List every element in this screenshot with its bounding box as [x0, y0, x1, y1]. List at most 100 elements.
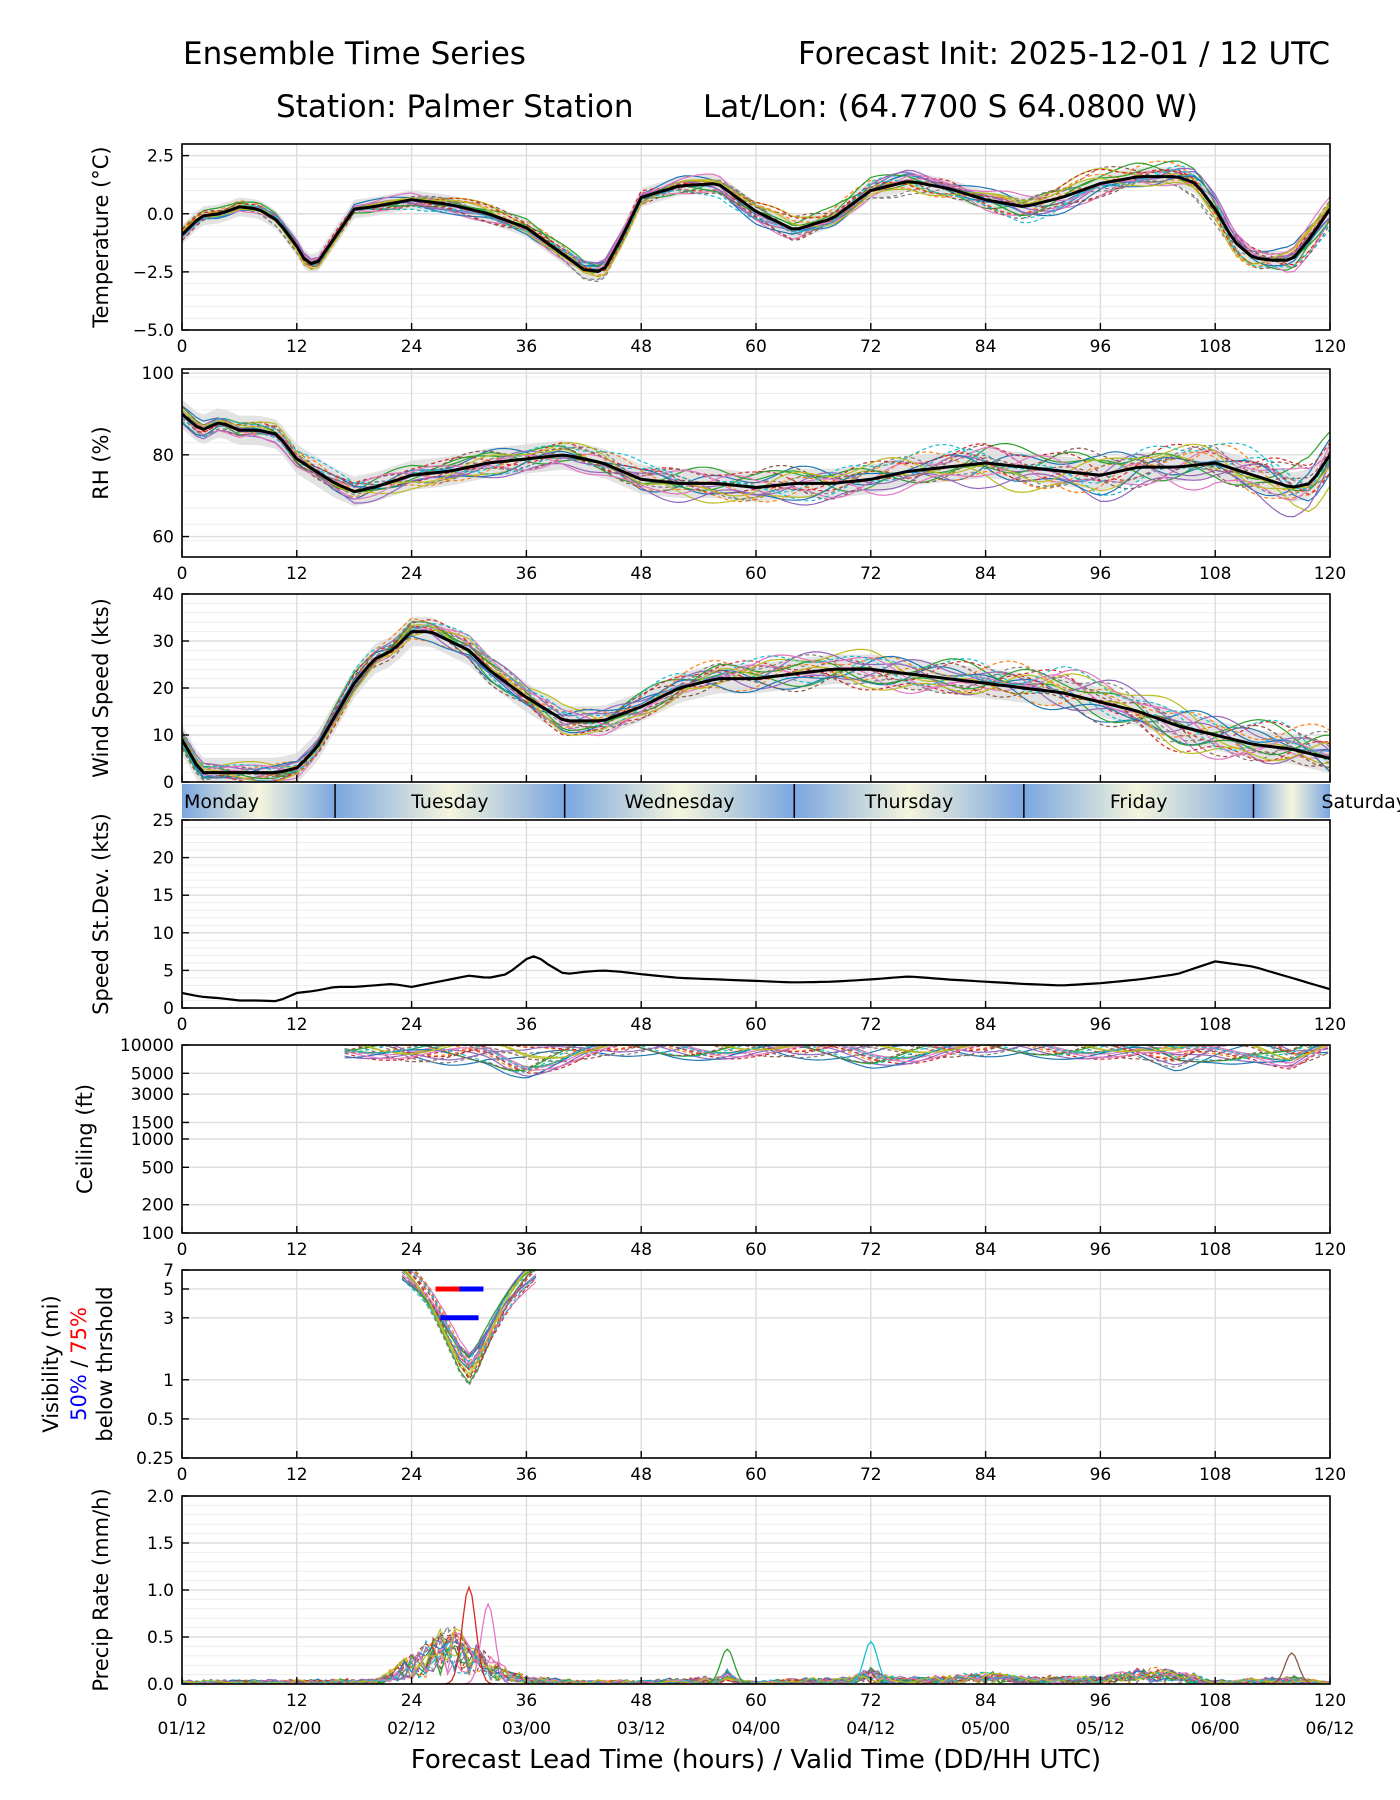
x-tick-label: 36 [516, 1015, 538, 1035]
plot-area [182, 399, 1330, 518]
ensemble-member-line [344, 1045, 1329, 1071]
day-label: Tuesday [410, 791, 488, 813]
precip-peak-line [459, 1602, 517, 1684]
x-tick-label: 60 [745, 564, 767, 584]
x-tick-label: 96 [1090, 1691, 1112, 1711]
x-tick-label: 60 [745, 1691, 767, 1711]
ensemble-member-line [182, 406, 1330, 493]
y-tick-label: 25 [152, 811, 174, 831]
ensemble-member-line [182, 414, 1330, 518]
y-tick-label: 1.5 [147, 1534, 174, 1554]
ensemble-member-line [182, 169, 1330, 271]
ensemble-member-line [344, 1045, 1329, 1059]
day-label: Wednesday [624, 791, 734, 813]
ensemble-member-line [182, 411, 1330, 503]
valid-time-label: 04/00 [732, 1719, 781, 1739]
ensemble-member-line [182, 170, 1330, 273]
ensemble-member-line [182, 624, 1330, 782]
x-tick-label: 120 [1314, 1015, 1346, 1035]
x-tick-label: 36 [516, 1240, 538, 1260]
x-tick-label: 108 [1199, 564, 1231, 584]
grid [181, 1269, 1331, 1459]
x-tick-label: 84 [975, 1691, 997, 1711]
ensemble-member-line [401, 1270, 537, 1363]
y-tick-label: 1.0 [147, 1581, 174, 1601]
x-tick-label: 48 [630, 1240, 652, 1260]
ensemble-member-line [344, 1045, 1329, 1061]
x-tick-label: 48 [630, 1691, 652, 1711]
ensemble-member-line [182, 1627, 1330, 1684]
y-tick-label: 0.5 [147, 1628, 174, 1648]
x-tick-label: 60 [745, 1465, 767, 1485]
x-tick-label: 72 [860, 564, 882, 584]
wind-ylabel: Wind Speed (kts) [89, 598, 113, 778]
x-tick-label: 84 [975, 564, 997, 584]
ensemble-member-line [182, 619, 1330, 777]
ensemble-member-line [402, 1270, 537, 1369]
day-segment [794, 784, 1024, 818]
x-tick-label: 72 [860, 1691, 882, 1711]
valid-time-label: 01/12 [158, 1719, 207, 1739]
y-tick-label: −5.0 [133, 321, 174, 341]
ensemble-member-line [344, 1045, 1329, 1069]
y-tick-label: −2.5 [133, 263, 174, 283]
valid-time-label: 02/12 [387, 1719, 436, 1739]
valid-time-label: 06/00 [1191, 1719, 1240, 1739]
y-tick-label: 100 [142, 364, 174, 384]
x-tick-label: 96 [1090, 1465, 1112, 1485]
ensemble-mean-line [182, 175, 1330, 273]
plot-area [182, 1585, 1330, 1684]
x-tick-label: 24 [401, 564, 423, 584]
ensemble-mean-line [182, 412, 1330, 494]
ensemble-member-line [401, 1270, 536, 1358]
y-tick-label: 40 [152, 585, 174, 605]
x-tick-label: 24 [401, 1465, 423, 1485]
wind-speed-panel: 40 30 20 10 0 Wind Speed (kts) [89, 585, 1331, 793]
y-tick-label: 10000 [120, 1036, 174, 1056]
temperature-ylabel: Temperature (°C) [89, 146, 113, 328]
x-tick-label: 24 [401, 1240, 423, 1260]
latlon-title: Lat/Lon: (64.7700 S 64.0800 W) [703, 89, 1198, 125]
ensemble-member-line [182, 617, 1330, 779]
x-tick-label: 96 [1090, 1015, 1112, 1035]
y-tick-label: 80 [152, 446, 174, 466]
ensemble-member-line [182, 625, 1330, 782]
y-tick-label: 10 [152, 726, 174, 746]
x-tick-label: 72 [860, 1015, 882, 1035]
y-tick-label: 20 [152, 849, 174, 869]
station-title: Station: Palmer Station [276, 89, 634, 125]
x-tick-label: 84 [975, 1465, 997, 1485]
y-tick-label: 2.5 [147, 147, 174, 167]
x-tick-label: 120 [1314, 1240, 1346, 1260]
x-tick-label: 108 [1199, 337, 1231, 357]
y-tick-label: 10 [152, 924, 174, 944]
ensemble-member-line [182, 177, 1330, 278]
ensemble-member-line [182, 420, 1330, 502]
vis-ylabel-line1: Visibility (mi) [39, 1295, 63, 1432]
y-tick-label: 3 [163, 1309, 174, 1329]
valid-time-label: 06/12 [1306, 1719, 1355, 1739]
x-tick-label: 120 [1314, 564, 1346, 584]
ensemble-member-line [182, 630, 1330, 780]
ensemble-member-line [344, 1045, 1329, 1061]
plot-area [182, 616, 1330, 782]
day-segment [1023, 784, 1254, 818]
y-tick-label: 0 [163, 773, 174, 793]
y-tick-label: 5000 [131, 1064, 174, 1084]
x-tick-label: 36 [516, 1691, 538, 1711]
ensemble-member-line [182, 635, 1330, 779]
day-band: Monday Tuesday Wednesday Thursday Friday Satu… [182, 784, 1400, 818]
y-tick-label: 0 [163, 999, 174, 1019]
y-tick-label: 200 [142, 1196, 174, 1216]
spread-band [182, 399, 1330, 507]
x-tick-label: 36 [516, 1465, 538, 1485]
x-tick-label: 96 [1090, 564, 1112, 584]
x-tick-label: 48 [630, 1465, 652, 1485]
ceiling-ylabel: Ceiling (ft) [73, 1084, 97, 1194]
y-tick-label: 0.0 [147, 205, 174, 225]
ensemble-member-line [182, 1642, 1330, 1684]
ensemble-member-line [182, 412, 1330, 501]
day-segment [1253, 784, 1330, 818]
precip-peak-line [440, 1585, 498, 1684]
